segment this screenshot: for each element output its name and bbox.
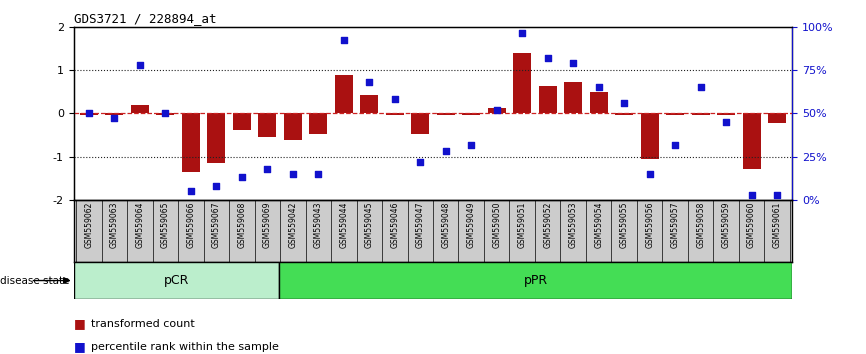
Point [133, 62, 147, 68]
Point [184, 188, 197, 194]
Bar [182, 113, 200, 172]
Bar [666, 113, 684, 115]
Bar [436, 113, 455, 115]
Text: GSM559068: GSM559068 [237, 202, 246, 248]
Text: GSM559066: GSM559066 [186, 202, 196, 249]
Bar [106, 113, 123, 115]
Point [643, 171, 656, 177]
Point [210, 183, 223, 189]
Text: transformed count: transformed count [91, 319, 195, 329]
Text: GSM559062: GSM559062 [84, 202, 94, 248]
Bar [615, 113, 633, 115]
Point [362, 79, 376, 85]
Text: GSM559052: GSM559052 [543, 202, 553, 248]
Bar [717, 113, 735, 115]
Text: GSM559054: GSM559054 [594, 202, 604, 249]
Point [107, 116, 121, 121]
Bar [74, 262, 279, 299]
Bar [258, 113, 276, 137]
Point [158, 110, 172, 116]
Text: disease state: disease state [0, 276, 69, 286]
Point [694, 84, 708, 90]
Point [617, 100, 631, 106]
Text: pCR: pCR [164, 274, 189, 287]
Point [490, 107, 504, 113]
Point [719, 119, 733, 125]
Point [82, 110, 96, 116]
Point [669, 142, 682, 147]
Text: GSM559048: GSM559048 [442, 202, 450, 248]
Bar [360, 95, 378, 113]
Point [439, 149, 453, 154]
Bar [462, 113, 480, 115]
Bar [565, 82, 582, 113]
Bar [488, 108, 506, 113]
Bar [641, 113, 658, 159]
Bar [386, 113, 404, 115]
Bar [335, 75, 352, 113]
Text: GSM559067: GSM559067 [212, 202, 221, 249]
Text: GSM559043: GSM559043 [313, 202, 323, 249]
Bar [284, 113, 301, 140]
Text: GDS3721 / 228894_at: GDS3721 / 228894_at [74, 12, 216, 25]
Point [745, 192, 759, 198]
Text: GSM559058: GSM559058 [696, 202, 705, 248]
Bar [411, 113, 430, 134]
Text: percentile rank within the sample: percentile rank within the sample [91, 342, 279, 352]
Point [566, 60, 580, 66]
Bar [539, 86, 557, 113]
Bar [279, 262, 792, 299]
Point [464, 142, 478, 147]
Bar [768, 113, 786, 123]
Bar [309, 113, 327, 134]
Bar [131, 105, 149, 113]
Bar [157, 113, 174, 115]
Text: ■: ■ [74, 341, 86, 353]
Text: GSM559069: GSM559069 [262, 202, 272, 249]
Text: GSM559055: GSM559055 [620, 202, 629, 249]
Point [261, 166, 275, 172]
Text: GSM559057: GSM559057 [670, 202, 680, 249]
Bar [80, 113, 98, 115]
Text: pPR: pPR [524, 274, 548, 287]
Point [235, 175, 249, 180]
Text: GSM559049: GSM559049 [467, 202, 475, 249]
Text: GSM559044: GSM559044 [339, 202, 348, 249]
Point [388, 97, 402, 102]
Text: GSM559065: GSM559065 [161, 202, 170, 249]
Bar [514, 53, 531, 113]
Text: GSM559050: GSM559050 [492, 202, 501, 249]
Text: GSM559045: GSM559045 [365, 202, 374, 249]
Text: GSM559053: GSM559053 [569, 202, 578, 249]
Text: GSM559063: GSM559063 [110, 202, 119, 249]
Text: GSM559064: GSM559064 [135, 202, 145, 249]
Point [540, 55, 554, 61]
Bar [743, 113, 760, 169]
Point [770, 192, 784, 198]
Text: GSM559059: GSM559059 [721, 202, 731, 249]
Text: GSM559046: GSM559046 [391, 202, 399, 249]
Point [312, 171, 326, 177]
Point [591, 84, 605, 90]
Bar [233, 113, 251, 130]
Point [515, 31, 529, 36]
Bar [590, 92, 608, 113]
Text: GSM559060: GSM559060 [747, 202, 756, 249]
Text: GSM559061: GSM559061 [772, 202, 782, 248]
Text: GSM559047: GSM559047 [416, 202, 424, 249]
Text: GSM559042: GSM559042 [288, 202, 297, 248]
Bar [692, 113, 709, 115]
Point [413, 159, 427, 165]
Text: ■: ■ [74, 318, 86, 330]
Point [337, 38, 351, 43]
Bar [208, 113, 225, 163]
Text: GSM559056: GSM559056 [645, 202, 654, 249]
Text: GSM559051: GSM559051 [518, 202, 527, 248]
Point [286, 171, 300, 177]
